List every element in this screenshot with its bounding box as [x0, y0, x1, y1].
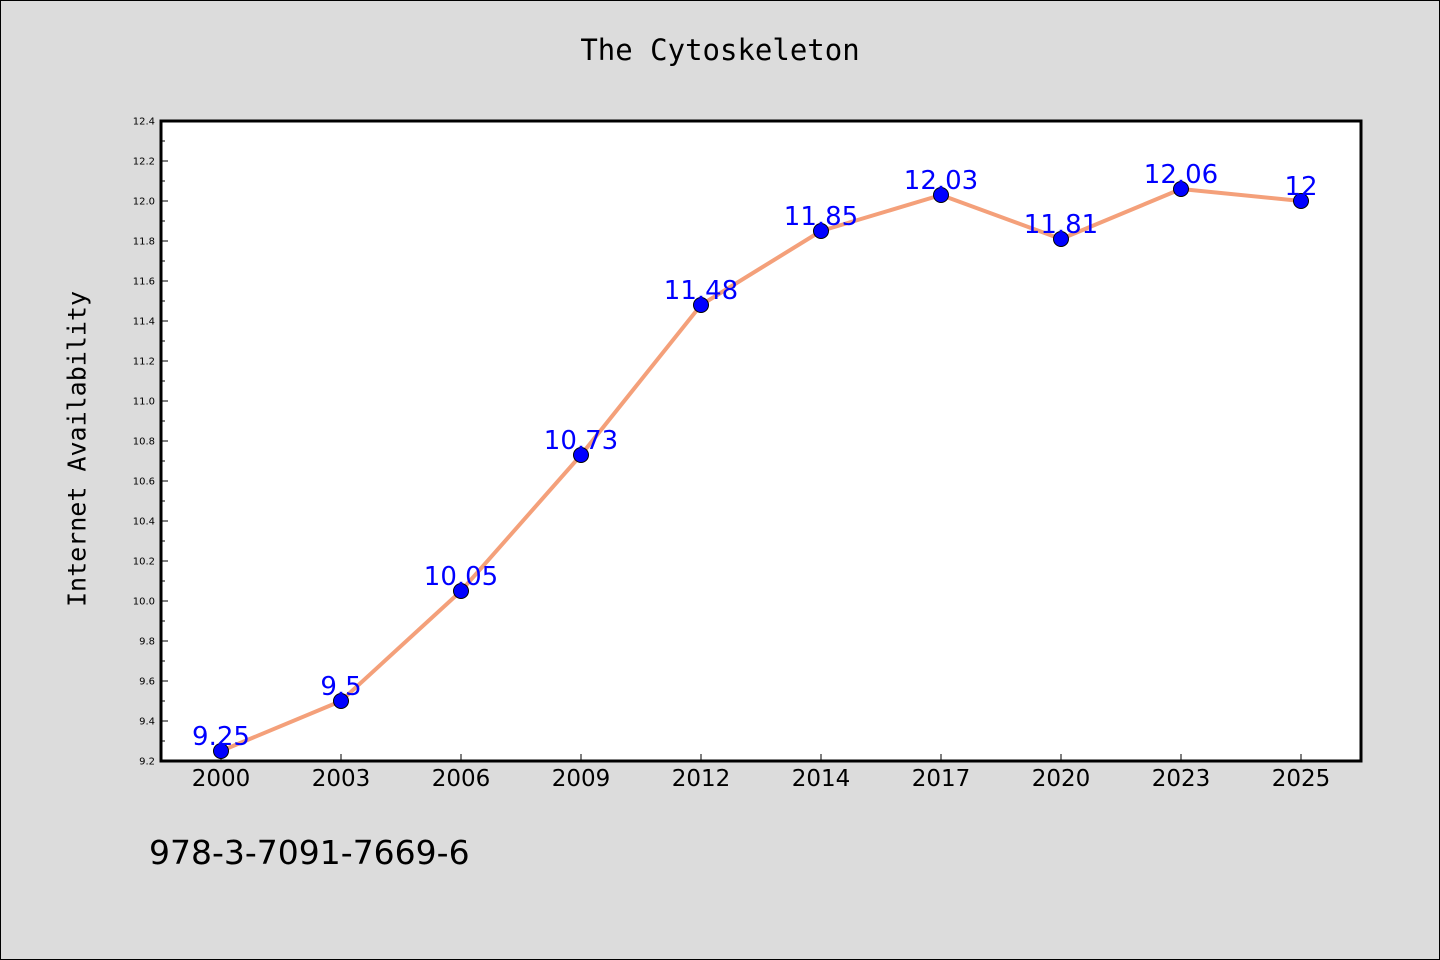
data-label: 12 — [1284, 172, 1317, 202]
x-tick-label: 2009 — [552, 766, 611, 792]
data-point — [693, 297, 709, 313]
x-tick-label: 2020 — [1032, 766, 1091, 792]
y-tick-label: 9.8 — [139, 637, 155, 648]
data-point — [333, 693, 349, 709]
series-line — [219, 187, 1303, 753]
data-label: 12.06 — [1144, 160, 1218, 190]
x-tick-label: 2000 — [192, 766, 251, 792]
x-tick-label: 2014 — [792, 766, 851, 792]
data-point — [213, 743, 229, 759]
y-tick-label: 11.4 — [133, 317, 155, 328]
x-tick-label: 2017 — [912, 766, 971, 792]
y-tick-label: 12.4 — [133, 117, 155, 128]
y-tick-label: 12.2 — [133, 157, 155, 168]
y-tick-label: 10.6 — [133, 477, 155, 488]
y-tick-label: 12.0 — [133, 197, 155, 208]
y-tick-label: 11.6 — [133, 277, 155, 288]
y-tick-label: 10.2 — [133, 557, 155, 568]
data-point — [453, 583, 469, 599]
x-tick-label: 2025 — [1272, 766, 1331, 792]
x-tick-label: 2006 — [432, 766, 491, 792]
x-tick-label: 2023 — [1152, 766, 1211, 792]
x-tick-label: 2003 — [312, 766, 371, 792]
y-tick-label: 9.4 — [139, 717, 155, 728]
data-label: 9.5 — [320, 672, 361, 702]
data-point — [1053, 231, 1069, 247]
y-tick-label: 9.2 — [139, 757, 155, 768]
data-point — [1173, 181, 1189, 197]
x-tick-label: 2012 — [672, 766, 731, 792]
y-tick-label: 9.6 — [139, 677, 155, 688]
data-label: 11.85 — [784, 202, 858, 232]
chart-title: The Cytoskeleton — [580, 33, 860, 67]
y-tick-label: 10.4 — [133, 517, 155, 528]
y-tick-label: 11.2 — [133, 357, 155, 368]
data-label: 9.25 — [192, 722, 250, 752]
plot-frame — [159, 119, 1363, 763]
data-label: 12.03 — [904, 166, 978, 196]
data-point — [813, 223, 829, 239]
data-label: 10.73 — [544, 426, 618, 456]
plot-background — [161, 121, 1361, 761]
data-point — [933, 187, 949, 203]
y-tick-label: 10.0 — [133, 597, 155, 608]
footer-code: 978-3-7091-7669-6 — [149, 833, 470, 872]
data-point — [573, 447, 589, 463]
data-point — [1293, 193, 1309, 209]
data-label: 10.05 — [424, 562, 498, 592]
data-label: 11.48 — [664, 276, 738, 306]
y-tick-label: 11.8 — [133, 237, 155, 248]
y-tick-label: 10.8 — [133, 437, 155, 448]
data-label: 11.81 — [1024, 210, 1098, 240]
y-tick-label: 11.0 — [133, 397, 155, 408]
